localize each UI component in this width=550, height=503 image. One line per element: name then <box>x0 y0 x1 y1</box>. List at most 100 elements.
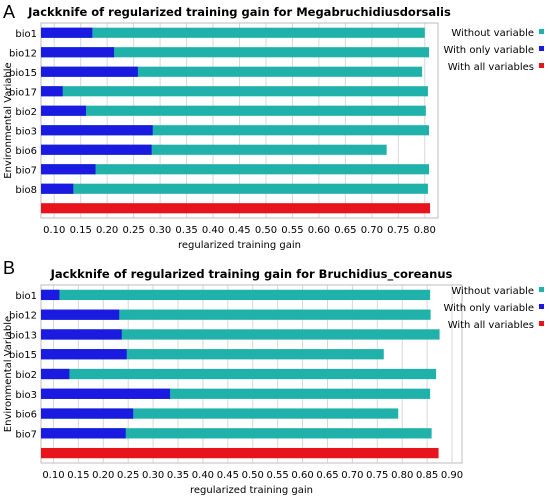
panel-label: A <box>3 2 15 22</box>
bar-without-variable <box>41 125 430 136</box>
y-tick-label: bio1 <box>15 291 37 302</box>
bar-with-only-variable <box>41 105 86 116</box>
legend-without-variable-label: Without variable <box>451 286 534 297</box>
bar-without-variable <box>41 66 423 77</box>
bar-with-only-variable <box>41 428 126 439</box>
y-tick-label: bio3 <box>15 126 37 137</box>
x-tick-label: 0.50 <box>255 225 277 236</box>
bar-with-only-variable <box>41 408 134 419</box>
legend-with-all-variables-swatch <box>539 63 544 68</box>
bar-without-variable <box>41 183 428 194</box>
y-tick-label: bio2 <box>15 107 37 118</box>
bar-without-variable <box>41 368 437 380</box>
bar-without-variable <box>41 27 425 38</box>
bar-without-variable <box>41 47 430 58</box>
bar-without-variable <box>41 164 430 175</box>
bar-with-only-variable <box>41 309 120 320</box>
legend-without-variable-swatch <box>539 287 544 292</box>
x-tick-label: 0.70 <box>341 470 363 481</box>
legend-with-only-variable-label: With only variable <box>443 45 534 56</box>
legend-with-all-variables-swatch <box>539 321 544 326</box>
x-tick-label: 0.80 <box>391 470 413 481</box>
x-tick-label: 0.30 <box>142 470 164 481</box>
y-tick-label: bio2 <box>15 370 37 381</box>
y-axis-label: Environmental Variable <box>3 316 14 432</box>
x-tick-label: 0.10 <box>43 225 65 236</box>
bar-with-all-variables <box>41 447 439 459</box>
x-tick-label: 0.65 <box>316 470 338 481</box>
legend-without-variable-label: Without variable <box>451 28 534 39</box>
jackknife-chart-b: B Jackknife of regularized training gain … <box>0 256 550 499</box>
x-tick-label: 0.20 <box>96 225 118 236</box>
bar-with-only-variable <box>41 47 115 58</box>
bar-with-only-variable <box>41 66 138 77</box>
x-tick-label: 0.50 <box>242 470 264 481</box>
y-tick-label: bio6 <box>15 146 37 157</box>
chart-title: Jackknife of regularized training gain f… <box>27 5 451 19</box>
x-tick-label: 0.15 <box>67 470 89 481</box>
bar-without-variable <box>41 428 432 439</box>
bar-without-variable <box>41 408 399 419</box>
y-axis-label: Environmental Variable <box>3 62 14 178</box>
bar-with-only-variable <box>41 183 74 194</box>
x-tick-label: 0.25 <box>117 470 139 481</box>
x-tick-label: 0.90 <box>441 470 463 481</box>
jackknife-chart-a: A Jackknife of regularized training gain … <box>0 0 550 251</box>
bar-with-only-variable <box>41 329 122 340</box>
y-tick-label: bio12 <box>9 311 37 322</box>
bar-with-only-variable <box>41 125 153 136</box>
x-tick-label: 0.35 <box>175 225 197 236</box>
x-tick-label: 0.20 <box>92 470 114 481</box>
x-axis-label: regularized training gain <box>178 240 301 250</box>
bar-without-variable <box>41 388 431 399</box>
legend-with-all-variables-label: With all variables <box>448 62 534 73</box>
x-tick-label: 0.60 <box>291 470 313 481</box>
x-tick-label: 0.65 <box>334 225 356 236</box>
y-tick-label: bio6 <box>15 410 37 421</box>
x-tick-label: 0.40 <box>192 470 214 481</box>
bar-without-variable <box>41 349 384 360</box>
y-tick-label: bio15 <box>9 350 37 361</box>
bar-with-only-variable <box>41 144 152 155</box>
chart-b-svg: B Jackknife of regularized training gain … <box>3 258 544 496</box>
x-tick-label: 0.60 <box>308 225 330 236</box>
bar-with-only-variable <box>41 289 60 301</box>
y-tick-label: bio17 <box>9 87 37 98</box>
bar-with-only-variable <box>41 86 63 97</box>
x-axis-label: regularized training gain <box>190 485 313 496</box>
x-tick-label: 0.35 <box>167 470 189 481</box>
bar-without-variable <box>41 289 431 301</box>
x-tick-label: 0.70 <box>361 225 383 236</box>
legend-without-variable-swatch <box>539 29 544 34</box>
bar-with-only-variable <box>41 368 70 380</box>
x-tick-label: 0.30 <box>149 225 171 236</box>
x-tick-label: 0.75 <box>387 225 409 236</box>
bar-with-only-variable <box>41 349 127 360</box>
y-tick-label: bio13 <box>9 330 37 341</box>
legend-with-only-variable-swatch <box>539 46 544 51</box>
bar-without-variable <box>41 86 428 97</box>
y-tick-label: bio7 <box>15 429 37 440</box>
x-tick-label: 0.45 <box>217 470 239 481</box>
bar-with-only-variable <box>41 388 171 399</box>
legend-with-only-variable-swatch <box>539 304 544 309</box>
y-tick-label: bio15 <box>9 68 37 79</box>
chart-title: Jackknife of regularized training gain f… <box>50 267 453 282</box>
x-tick-label: 0.85 <box>416 470 438 481</box>
panel-label: B <box>3 258 15 278</box>
plot-area-frame <box>40 22 439 219</box>
bar-with-only-variable <box>41 164 96 175</box>
x-tick-label: 0.80 <box>414 225 436 236</box>
bar-without-variable <box>41 309 431 320</box>
bar-without-variable <box>41 105 426 116</box>
y-tick-label: bio8 <box>15 185 37 196</box>
bar-without-variable <box>41 329 440 340</box>
chart-a-svg: A Jackknife of regularized training gain … <box>3 2 544 251</box>
legend-with-all-variables-label: With all variables <box>448 320 534 331</box>
x-tick-label: 0.10 <box>42 470 64 481</box>
y-tick-label: bio12 <box>9 48 37 59</box>
y-tick-label: bio7 <box>15 165 37 176</box>
legend-with-only-variable-label: With only variable <box>443 303 534 314</box>
y-tick-label: bio1 <box>15 29 37 40</box>
x-tick-label: 0.40 <box>202 225 224 236</box>
